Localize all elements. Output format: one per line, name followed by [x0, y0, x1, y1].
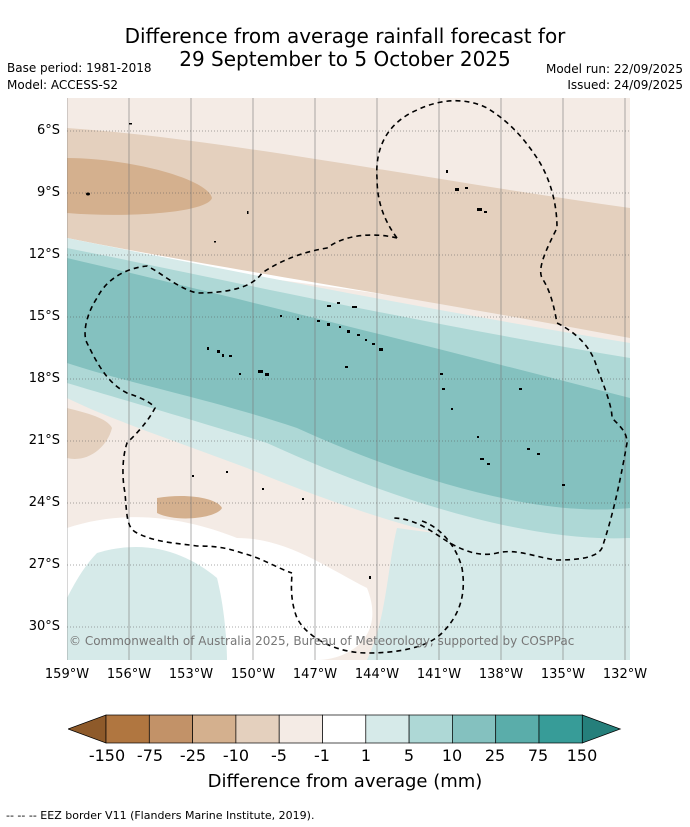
colorbar-segment: [322, 714, 367, 744]
lat-label-6s: 6°S: [36, 123, 60, 138]
lon-label-156w: 156°W: [106, 667, 152, 682]
colorbar-segment: [538, 714, 583, 744]
dry-spot: [157, 496, 222, 519]
colorbar-label: 5: [403, 746, 415, 765]
title-line-1: Difference from average rainfall forecas…: [124, 24, 566, 48]
lat-label-21s: 21°S: [28, 433, 60, 448]
colorbar-segment: [148, 714, 193, 744]
lat-label-30s: 30°S: [28, 619, 60, 634]
lon-grid: [67, 98, 626, 660]
lon-label-138w: 138°W: [478, 667, 524, 682]
colorbar-segment: [278, 714, 323, 744]
colorbar-segment: [235, 714, 280, 744]
colorbar-label: -75: [136, 746, 164, 765]
lat-label-12s: 12°S: [28, 247, 60, 262]
lat-label-9s: 9°S: [36, 185, 60, 200]
lon-label-132w: 132°W: [602, 667, 648, 682]
base-period: Base period: 1981-2018: [7, 61, 152, 75]
lon-label-147w: 147°W: [292, 667, 338, 682]
lon-label-141w: 141°W: [416, 667, 462, 682]
colorbar-title: Difference from average (mm): [207, 771, 483, 792]
colorbar-label: 75: [527, 746, 549, 765]
model-name: Model: ACCESS-S2: [7, 78, 119, 92]
eez-border-north: [376, 99, 628, 561]
colorbar-label: -25: [179, 746, 207, 765]
colorbar: [68, 714, 622, 744]
lat-label-18s: 18°S: [28, 371, 60, 386]
title-line-2: 29 September to 5 October 2025: [179, 47, 511, 71]
lon-label-153w: 153°W: [168, 667, 214, 682]
colorbar-label: -1: [314, 746, 330, 765]
lat-label-27s: 27°S: [28, 557, 60, 572]
southern-wet-patch: [67, 547, 227, 660]
dry-band: [67, 128, 630, 338]
colorbar-label: 10: [441, 746, 463, 765]
dry-core: [67, 158, 212, 215]
southeast-wet: [367, 528, 630, 660]
colorbar-segment: [105, 714, 150, 744]
colorbar-segment: [452, 714, 497, 744]
lon-label-135w: 135°W: [540, 667, 586, 682]
lon-label-150w: 150°W: [230, 667, 276, 682]
eez-border-central: [84, 234, 398, 574]
colorbar-segment: [408, 714, 453, 744]
eez-footnote: -- -- -- EEZ border V11 (Flanders Marine…: [6, 809, 315, 822]
colorbar-segment: [365, 714, 410, 744]
colorbar-label: 150: [566, 746, 598, 765]
rainfall-map: [67, 98, 630, 660]
issued-date: Issued: 24/09/2025: [567, 78, 683, 92]
lat-label-15s: 15°S: [28, 309, 60, 324]
model-run: Model run: 22/09/2025: [545, 62, 683, 76]
colorbar-label: -150: [88, 746, 126, 765]
lon-label-144w: 144°W: [354, 667, 400, 682]
lat-grid: [67, 130, 630, 628]
colorbar-label: 1: [360, 746, 372, 765]
lon-label-159w: 159°W: [44, 667, 90, 682]
colorbar-label: -5: [271, 746, 287, 765]
colorbar-label: 25: [484, 746, 506, 765]
colorbar-segment: [495, 714, 540, 744]
dry-spot-west: [67, 408, 112, 459]
colorbar-segment: [192, 714, 237, 744]
colorbar-segment: [68, 714, 107, 744]
lat-label-24s: 24°S: [28, 495, 60, 510]
islands: [86, 123, 565, 579]
colorbar-label: -10: [222, 746, 250, 765]
colorbar-segment: [581, 714, 622, 744]
copyright-notice: © Commonwealth of Australia 2025, Bureau…: [69, 634, 575, 648]
wet-band-strong: [67, 258, 630, 510]
